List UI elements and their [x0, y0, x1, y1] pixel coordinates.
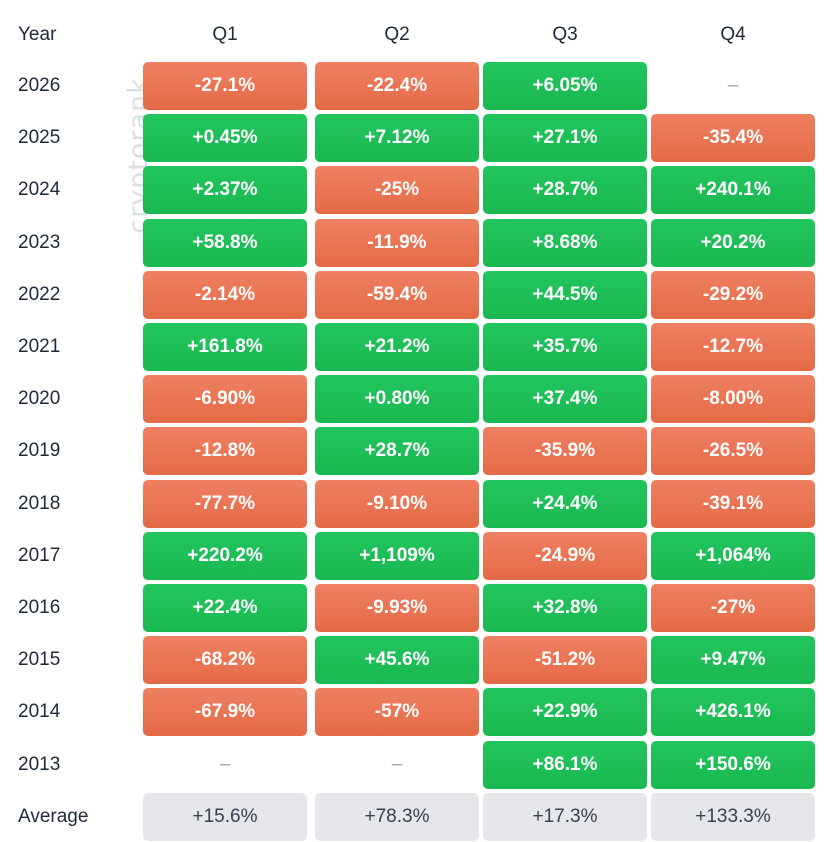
heatmap-cell: -11.9% — [315, 219, 479, 267]
heatmap-cell: +161.8% — [143, 323, 307, 371]
heatmap-cell: +2.37% — [143, 166, 307, 214]
year-label: 2017 — [18, 545, 61, 566]
heatmap-cell: -35.4% — [651, 114, 815, 162]
year-label: 2013 — [18, 754, 61, 775]
heatmap-cell: -12.7% — [651, 323, 815, 371]
heatmap-cell: +58.8% — [143, 219, 307, 267]
heatmap-cell: -2.14% — [143, 271, 307, 319]
empty-cell: – — [219, 754, 231, 775]
heatmap-cell: +20.2% — [651, 219, 815, 267]
heatmap-cell: -59.4% — [315, 271, 479, 319]
heatmap-cell: +37.4% — [483, 375, 647, 423]
heatmap-cell: -25% — [315, 166, 479, 214]
average-row-label: Average — [18, 806, 89, 827]
heatmap-cell: -26.5% — [651, 427, 815, 475]
heatmap-cell: +426.1% — [651, 688, 815, 736]
average-cell: +17.3% — [483, 793, 647, 841]
heatmap-cell: +0.45% — [143, 114, 307, 162]
heatmap-cell: +45.6% — [315, 636, 479, 684]
year-label: 2026 — [18, 75, 61, 96]
heatmap-cell: +27.1% — [483, 114, 647, 162]
average-cell: +15.6% — [143, 793, 307, 841]
heatmap-cell: +22.4% — [143, 584, 307, 632]
heatmap-cell: -9.10% — [315, 480, 479, 528]
empty-cell: – — [391, 754, 403, 775]
heatmap-cell: +6.05% — [483, 62, 647, 110]
heatmap-cell: -6.90% — [143, 375, 307, 423]
year-label: 2025 — [18, 127, 61, 148]
heatmap-cell: -27.1% — [143, 62, 307, 110]
heatmap-cell: +28.7% — [315, 427, 479, 475]
heatmap-cell: -51.2% — [483, 636, 647, 684]
heatmap-cell: -9.93% — [315, 584, 479, 632]
heatmap-cell: -8.00% — [651, 375, 815, 423]
heatmap-cell: +0.80% — [315, 375, 479, 423]
heatmap-cell: +7.12% — [315, 114, 479, 162]
heatmap-cell: -68.2% — [143, 636, 307, 684]
year-label: 2019 — [18, 440, 61, 461]
heatmap-cell: +220.2% — [143, 532, 307, 580]
column-header-q4: Q4 — [720, 24, 746, 45]
year-label: 2015 — [18, 649, 61, 670]
heatmap-cell: +86.1% — [483, 741, 647, 789]
year-column-header: Year — [18, 24, 57, 45]
heatmap-cell: +150.6% — [651, 741, 815, 789]
heatmap-cell: +44.5% — [483, 271, 647, 319]
heatmap-cell: -22.4% — [315, 62, 479, 110]
year-label: 2016 — [18, 597, 61, 618]
heatmap-cell: +24.4% — [483, 480, 647, 528]
column-header-q2: Q2 — [384, 24, 410, 45]
year-label: 2021 — [18, 336, 61, 357]
year-label: 2018 — [18, 493, 61, 514]
average-cell: +133.3% — [651, 793, 815, 841]
heatmap-cell: -77.7% — [143, 480, 307, 528]
heatmap-cell: +9.47% — [651, 636, 815, 684]
heatmap-cell: +35.7% — [483, 323, 647, 371]
average-cell: +78.3% — [315, 793, 479, 841]
heatmap-cell: -12.8% — [143, 427, 307, 475]
year-label: 2014 — [18, 701, 61, 722]
heatmap-cell: +240.1% — [651, 166, 815, 214]
empty-cell: – — [727, 75, 739, 96]
year-label: 2020 — [18, 388, 61, 409]
column-header-q3: Q3 — [552, 24, 578, 45]
heatmap-cell: -29.2% — [651, 271, 815, 319]
heatmap-cell: +1,064% — [651, 532, 815, 580]
column-header-q1: Q1 — [212, 24, 238, 45]
heatmap-cell: -39.1% — [651, 480, 815, 528]
heatmap-cell: +1,109% — [315, 532, 479, 580]
heatmap-cell: +32.8% — [483, 584, 647, 632]
heatmap-cell: +28.7% — [483, 166, 647, 214]
heatmap-cell: +8.68% — [483, 219, 647, 267]
heatmap-cell: -57% — [315, 688, 479, 736]
year-label: 2023 — [18, 232, 61, 253]
heatmap-cell: -35.9% — [483, 427, 647, 475]
year-label: 2022 — [18, 284, 61, 305]
heatmap-cell: -67.9% — [143, 688, 307, 736]
heatmap-cell: -27% — [651, 584, 815, 632]
heatmap-cell: -24.9% — [483, 532, 647, 580]
heatmap-cell: +21.2% — [315, 323, 479, 371]
heatmap-cell: +22.9% — [483, 688, 647, 736]
year-label: 2024 — [18, 179, 61, 200]
